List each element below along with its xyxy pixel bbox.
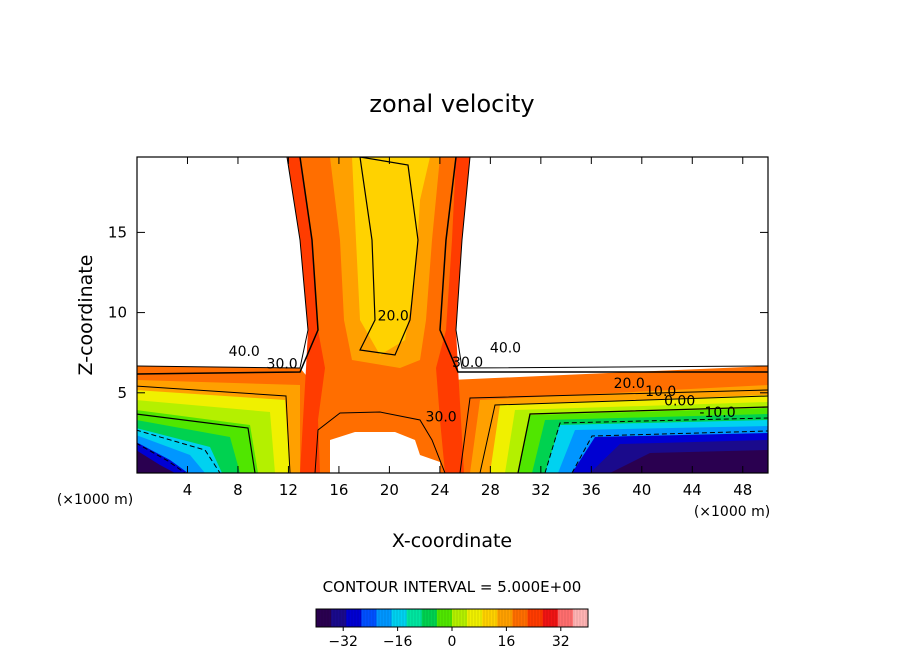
colorbar-segment — [331, 609, 347, 627]
colorbar-segment — [391, 609, 408, 627]
contour-label: -10.0 — [699, 405, 735, 421]
x-tick-label: 32 — [531, 481, 550, 499]
colorbar-segment — [361, 609, 377, 627]
colorbar-segment — [557, 609, 574, 627]
colorbar-segment — [436, 609, 453, 627]
x-tick-label: 40 — [632, 481, 651, 499]
x-tick-label: 8 — [233, 481, 243, 499]
contour-label: 40.0 — [490, 341, 521, 357]
colorbar-segment — [421, 609, 438, 627]
x-tick-label: 44 — [683, 481, 702, 499]
colorbar-segment — [512, 609, 529, 627]
contour-label: 20.0 — [614, 376, 645, 392]
x-tick-label: 4 — [183, 481, 193, 499]
x-tick-label: 20 — [380, 481, 399, 499]
y-tick-label: 5 — [117, 384, 127, 402]
contour-label: 40.0 — [229, 344, 260, 360]
x-unit-left: (×1000 m) — [57, 492, 133, 508]
contour-label: 30.0 — [452, 355, 483, 371]
colorbar-segment — [316, 609, 332, 627]
colorbar-segment — [452, 609, 468, 627]
y-axis-label: Z-coordinate — [75, 255, 97, 376]
colorbar-tick-label: −32 — [328, 634, 358, 650]
colorbar-segment — [572, 609, 589, 627]
x-tick-label: 28 — [481, 481, 500, 499]
x-axis: 4 8 12 16 20 24 28 32 36 40 44 48 — [183, 157, 752, 499]
y-axis: 5 10 15 — [108, 223, 768, 402]
contour-fill — [137, 157, 768, 473]
x-axis-label: X-coordinate — [392, 530, 512, 552]
contour-label: 0.00 — [664, 394, 695, 410]
plot-frame — [136, 156, 769, 474]
x-tick-label: 12 — [279, 481, 298, 499]
x-tick-label: 16 — [329, 481, 348, 499]
colorbar-tick-label: −16 — [383, 634, 413, 650]
y-tick-label: 15 — [108, 223, 127, 241]
x-tick-label: 24 — [430, 481, 449, 499]
contour-labels: 40.030.020.030.040.030.020.010.00.00-10.… — [229, 309, 736, 426]
contour-label: 10.0 — [645, 384, 676, 400]
colorbar-segment — [376, 609, 393, 627]
y-tick-label: 10 — [108, 304, 127, 322]
colorbar-segment — [497, 609, 513, 627]
colorbar-segment — [482, 609, 498, 627]
contour-interval-text: CONTOUR INTERVAL = 5.000E+00 — [323, 578, 582, 596]
x-tick-label: 48 — [733, 481, 752, 499]
x-tick-label: 36 — [582, 481, 601, 499]
x-unit-right: (×1000 m) — [694, 504, 770, 520]
colorbar-segment — [527, 609, 544, 627]
chart-title: zonal velocity — [369, 90, 534, 118]
colorbar-tick-label: 16 — [497, 634, 515, 650]
contour-label: 20.0 — [378, 309, 409, 325]
colorbar-segment — [542, 609, 559, 627]
contour-label: 30.0 — [267, 357, 298, 373]
contour-label: 30.0 — [426, 410, 457, 426]
colorbar-segment — [467, 609, 483, 627]
colorbar: −32 −16 0 16 32 — [315, 608, 589, 650]
colorbar-tick-label: 32 — [552, 634, 570, 650]
colorbar-tick-label: 0 — [448, 634, 457, 650]
colorbar-segment — [406, 609, 423, 627]
colorbar-segment — [346, 609, 362, 627]
